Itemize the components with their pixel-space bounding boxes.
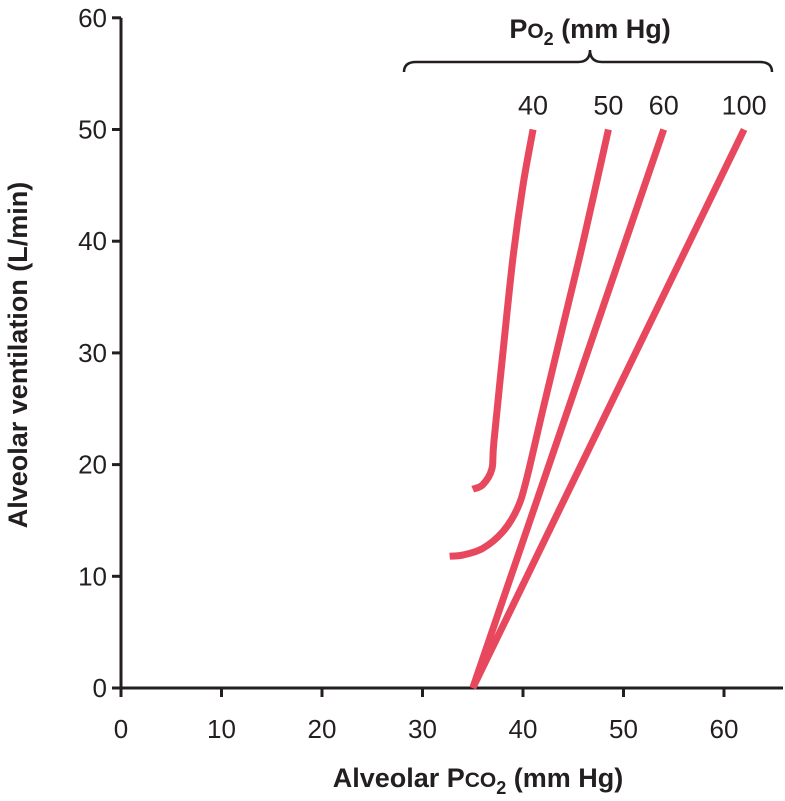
x-axis-title: Alveolar PCO2 (mm Hg) (333, 763, 624, 798)
series-line-po2-40 (471, 128, 537, 493)
legend-brace (402, 49, 774, 73)
x-tick-label: 0 (114, 714, 128, 744)
y-tick-label: 60 (78, 3, 107, 33)
y-tick-label: 10 (78, 561, 107, 591)
legend-title: PO2 (mm Hg) (509, 14, 670, 49)
y-axis-title: Alveolar ventilation (L/min) (3, 182, 33, 529)
x-tick-label: 50 (609, 714, 638, 744)
x-tick-label: 30 (408, 714, 437, 744)
x-tick-label: 20 (308, 714, 337, 744)
series-label-po2-100: 100 (722, 91, 767, 121)
y-tick-label: 30 (78, 338, 107, 368)
series-label-po2-60: 60 (649, 91, 679, 121)
y-tick-label: 0 (93, 673, 107, 703)
x-tick-label: 60 (710, 714, 739, 744)
series-labels: 40 50 60 100 (518, 91, 767, 121)
series-label-po2-40: 40 (518, 91, 548, 121)
series-line-po2-100 (469, 127, 748, 690)
x-tick-label: 40 (509, 714, 538, 744)
series-line-po2-60 (469, 128, 668, 690)
series-label-po2-50: 50 (593, 91, 623, 121)
axes: 0 10 20 30 40 50 60 0 10 20 30 40 50 60 (78, 3, 783, 744)
series-line-po2-50 (449, 128, 612, 560)
y-tick-label: 50 (78, 115, 107, 145)
y-tick-label: 40 (78, 226, 107, 256)
series-lines (449, 127, 748, 690)
y-tick-label: 20 (78, 450, 107, 480)
x-tick-label: 10 (207, 714, 236, 744)
